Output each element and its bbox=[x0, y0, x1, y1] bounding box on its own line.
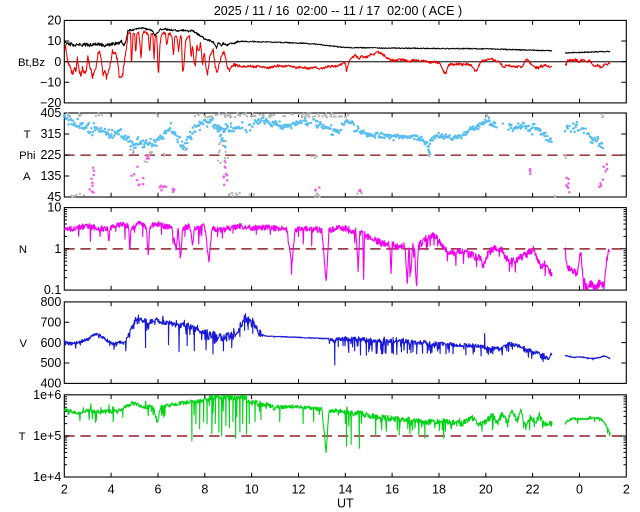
svg-text:−10: −10 bbox=[40, 75, 61, 89]
svg-text:Bt,Bz: Bt,Bz bbox=[18, 57, 45, 69]
svg-text:1e+6: 1e+6 bbox=[33, 388, 61, 402]
svg-text:T: T bbox=[24, 129, 31, 141]
svg-text:18: 18 bbox=[432, 483, 446, 497]
svg-text:T: T bbox=[19, 431, 26, 443]
svg-text:16: 16 bbox=[385, 483, 399, 497]
svg-text:2: 2 bbox=[61, 483, 68, 497]
svg-text:0.1: 0.1 bbox=[44, 283, 61, 297]
svg-text:6: 6 bbox=[155, 483, 162, 497]
svg-text:A: A bbox=[23, 171, 31, 183]
svg-text:400: 400 bbox=[40, 377, 61, 391]
svg-text:UT: UT bbox=[337, 497, 354, 511]
svg-text:800: 800 bbox=[40, 295, 61, 309]
svg-text:405: 405 bbox=[40, 106, 61, 120]
svg-text:1e+4: 1e+4 bbox=[33, 470, 61, 484]
svg-text:10: 10 bbox=[245, 483, 259, 497]
svg-text:12: 12 bbox=[292, 483, 306, 497]
svg-text:600: 600 bbox=[40, 336, 61, 350]
svg-text:135: 135 bbox=[40, 169, 61, 183]
svg-text:10: 10 bbox=[47, 34, 61, 48]
svg-text:22: 22 bbox=[526, 483, 540, 497]
svg-text:2: 2 bbox=[623, 483, 630, 497]
svg-text:0: 0 bbox=[54, 55, 61, 69]
svg-text:N: N bbox=[19, 244, 27, 256]
svg-text:V: V bbox=[19, 338, 27, 350]
svg-text:10: 10 bbox=[47, 201, 61, 215]
svg-text:1: 1 bbox=[54, 242, 61, 256]
svg-text:−20: −20 bbox=[40, 96, 61, 110]
svg-text:1e+5: 1e+5 bbox=[33, 429, 61, 443]
svg-text:45: 45 bbox=[47, 190, 61, 204]
svg-text:14: 14 bbox=[338, 483, 352, 497]
svg-text:315: 315 bbox=[40, 127, 61, 141]
svg-text:8: 8 bbox=[201, 483, 208, 497]
svg-text:20: 20 bbox=[479, 483, 493, 497]
svg-text:500: 500 bbox=[40, 356, 61, 370]
svg-text:20: 20 bbox=[47, 14, 61, 28]
svg-text:0: 0 bbox=[576, 483, 583, 497]
svg-text:700: 700 bbox=[40, 315, 61, 329]
svg-text:2025 / 11 / 16 02:00 -- 11 /: 2025 / 11 / 16 02:00 -- 11 / 17 02:00 ( … bbox=[214, 4, 462, 18]
svg-text:Phi: Phi bbox=[19, 150, 35, 162]
svg-text:4: 4 bbox=[108, 483, 115, 497]
svg-text:225: 225 bbox=[40, 148, 61, 162]
